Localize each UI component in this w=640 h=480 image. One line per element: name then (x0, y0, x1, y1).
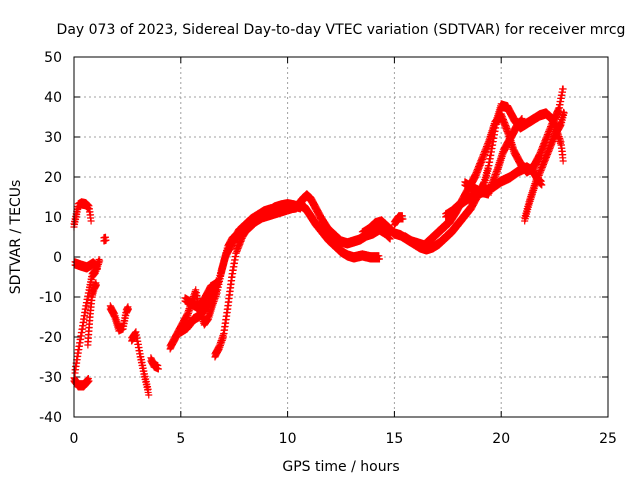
x-tick-label: 5 (176, 431, 185, 447)
y-axis-label: SDTVAR / TECUs (8, 180, 24, 295)
y-tick-label: 0 (53, 250, 62, 266)
series-trace-i (147, 354, 162, 373)
y-tick-label: -40 (39, 410, 62, 426)
y-tick-label: 20 (44, 170, 62, 186)
data-point (538, 181, 546, 189)
data-point (87, 211, 95, 219)
data-point (398, 212, 406, 220)
data-point (136, 347, 144, 355)
y-tick-label: 50 (44, 50, 62, 66)
x-tick-label: 10 (279, 431, 297, 447)
series-trace-s (521, 108, 568, 225)
data-point (191, 288, 199, 296)
data-point (93, 261, 101, 269)
data-point (124, 305, 132, 313)
data-series (70, 85, 568, 399)
data-point (399, 215, 407, 223)
data-point (110, 309, 118, 317)
y-tick-label: -20 (39, 330, 62, 346)
series-trace-l (211, 199, 304, 361)
series-trace-d (70, 374, 93, 391)
data-point (559, 157, 567, 165)
data-point (87, 217, 95, 225)
data-point (85, 377, 93, 385)
data-point (96, 257, 104, 265)
series-trace-h (128, 328, 153, 399)
data-point (560, 108, 568, 116)
data-point (134, 337, 142, 345)
data-point (93, 265, 101, 273)
series-trace-c (71, 258, 101, 273)
data-point (375, 252, 383, 260)
grid (74, 57, 608, 417)
x-tick-label: 0 (70, 431, 79, 447)
series-trace-a (70, 198, 95, 231)
series-trace-f (100, 233, 110, 245)
data-point (132, 328, 140, 336)
data-point (134, 340, 142, 348)
data-point (133, 334, 141, 342)
series-trace-m (181, 278, 221, 313)
data-point (560, 109, 568, 117)
data-point (154, 365, 162, 373)
data-point (92, 281, 100, 289)
data-point (559, 85, 567, 93)
data-point (135, 344, 143, 352)
chart-title: Day 073 of 2023, Sidereal Day-to-day VTE… (57, 22, 626, 38)
y-tick-label: 40 (44, 90, 62, 106)
y-tick-label: -10 (39, 290, 62, 306)
data-point (84, 201, 92, 209)
series-trace-e (84, 279, 100, 349)
data-point (556, 136, 564, 144)
y-tick-label: 10 (44, 210, 62, 226)
x-tick-label: 20 (492, 431, 510, 447)
data-point (102, 236, 110, 244)
data-point (296, 205, 304, 213)
data-point (559, 151, 567, 159)
axis-ticks: 0 5 10 15 20 25 -40 -30 -20 -10 0 10 20 30 40 50 (39, 50, 617, 447)
series-trace-r (461, 115, 527, 199)
x-tick-label: 25 (599, 431, 617, 447)
data-point (296, 202, 304, 210)
data-point (154, 362, 162, 370)
data-point (144, 385, 152, 393)
data-point (95, 256, 103, 264)
data-point (213, 281, 221, 289)
data-point (386, 235, 394, 243)
series-trace-b (71, 256, 104, 377)
data-point (84, 201, 92, 209)
x-tick-label: 15 (385, 431, 403, 447)
series-trace-g (106, 302, 132, 335)
data-point (519, 117, 527, 125)
plot-frame (73, 56, 609, 418)
series-trace-o (390, 212, 407, 229)
data-point (375, 255, 383, 263)
data-point (145, 391, 153, 399)
y-tick-label: 30 (44, 130, 62, 146)
x-axis-label: GPS time / hours (282, 459, 399, 475)
data-point (133, 331, 141, 339)
y-tick-label: -30 (39, 370, 62, 386)
